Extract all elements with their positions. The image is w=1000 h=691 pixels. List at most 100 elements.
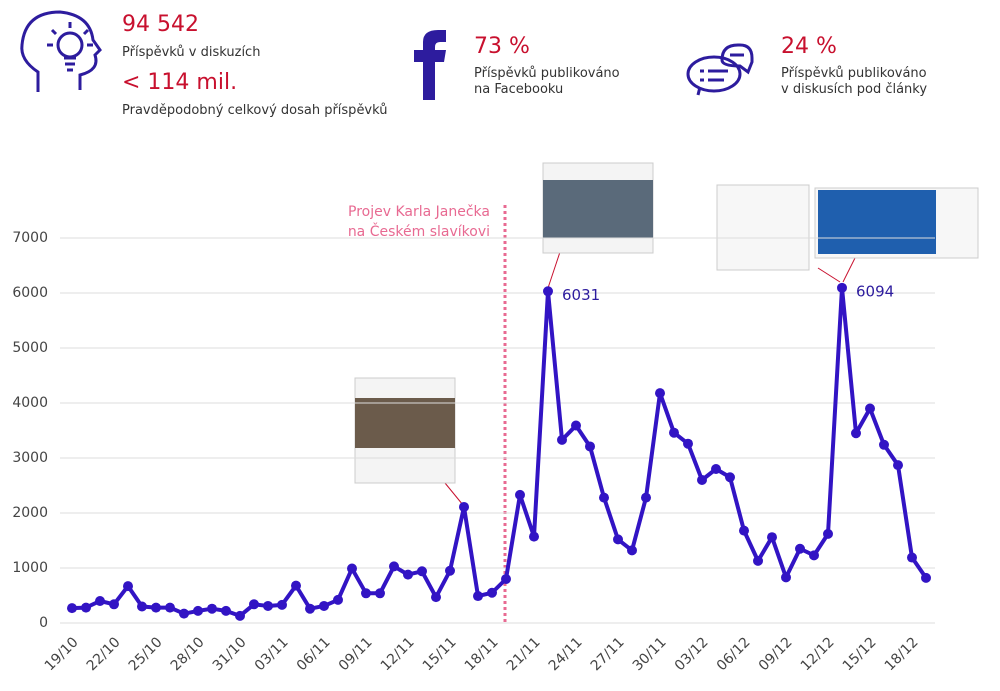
thumb-img [818,190,936,254]
point [655,388,665,399]
point [893,460,903,471]
y-tick-label: 2000 [12,505,48,521]
point [823,528,833,539]
point [641,492,651,503]
point [333,594,343,605]
point [515,489,525,500]
point [837,282,847,293]
point [347,563,357,574]
point [809,550,819,561]
x-tick-label: 31/10 [210,634,250,674]
point [683,438,693,449]
y-tick-label: 4000 [12,395,48,411]
x-tick-label: 24/11 [546,634,586,674]
stat-label: Pravděpodobný celkový dosah příspěvků [122,103,388,118]
point [795,543,805,554]
point [109,599,119,610]
point [571,420,581,431]
x-tick-label: 09/11 [336,634,376,674]
x-tick-label: 15/11 [420,634,460,674]
x-tick-label: 15/12 [840,634,880,674]
stat-value: 73 % [474,34,530,59]
line [71,285,928,618]
annotation: Projev Karla Janečka [348,204,490,220]
y-tick-label: 3000 [12,450,48,466]
stat-label: na Facebooku [474,82,564,97]
point [417,566,427,577]
point [725,472,735,483]
point [627,545,637,556]
thumb-img [543,180,653,238]
point [487,587,497,598]
point [851,428,861,439]
point [263,600,273,611]
point [529,531,539,542]
x-tick-label: 30/11 [630,634,670,674]
thumb-img [355,398,455,448]
stat-value: 94 542 [122,12,199,37]
y-tick-label: 6000 [12,285,48,301]
x-tick-label: 19/10 [42,634,82,674]
data-label: 6031 [562,286,600,304]
chat-icon [686,43,754,96]
stat-value: < 114 mil. [122,70,238,95]
point [221,605,231,616]
stat-value: 24 % [781,34,837,59]
point [165,602,175,613]
point [81,602,91,613]
point [473,591,483,602]
thumb [716,184,810,271]
point [921,572,931,583]
x-tick-label: 18/11 [462,634,502,674]
y-tick-label: 7000 [12,230,48,246]
point [235,610,245,621]
point [739,525,749,536]
point [123,581,133,592]
point [361,588,371,599]
annotation: na Českém slavíkovi [348,222,490,240]
facebook-icon [414,30,446,100]
point [613,534,623,545]
x-tick-label: 21/11 [504,634,544,674]
y-tick-label: 5000 [12,340,48,356]
x-tick-label: 18/12 [882,634,922,674]
point [431,592,441,603]
stat-label: Příspěvků publikováno [781,66,927,81]
point [277,599,287,610]
stat-label: Příspěvků v diskuzích [122,45,261,60]
point [599,492,609,503]
x-tick-label: 22/10 [84,634,124,674]
point [291,580,301,591]
x-tick-label: 27/11 [588,634,628,674]
point [375,588,385,599]
x-tick-label: 25/10 [126,634,166,674]
point [865,403,875,414]
point [305,603,315,614]
stat-label: Příspěvků publikováno [474,66,620,81]
point [179,608,189,619]
stat-label: v diskusích pod články [781,82,928,97]
point [459,501,469,512]
y-tick-label: 0 [39,615,48,631]
point [151,602,161,613]
x-tick-label: 06/12 [714,634,754,674]
point [67,603,77,614]
head-icon [20,10,102,92]
point [907,552,917,563]
x-tick-label: 12/12 [798,634,838,674]
x-tick-label: 03/12 [672,634,712,674]
point [767,532,777,543]
point [95,596,105,606]
point [557,434,567,445]
point [711,464,721,474]
point [137,601,147,612]
x-tick-label: 09/12 [756,634,796,674]
point [669,427,679,438]
point [389,561,399,572]
x-tick-label: 28/10 [168,634,208,674]
point [585,441,595,452]
point [249,599,259,610]
x-tick-label: 03/11 [252,634,292,674]
